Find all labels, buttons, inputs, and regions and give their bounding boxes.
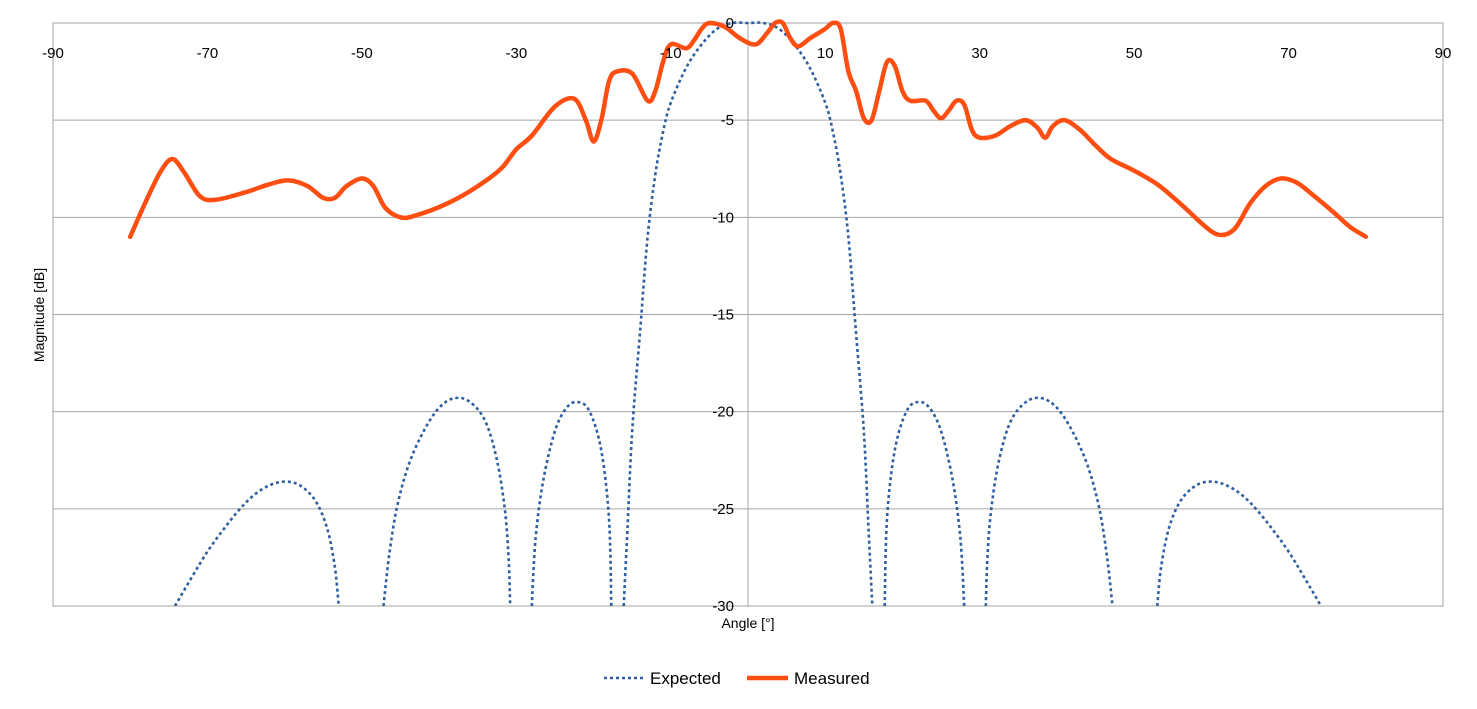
legend: Expected Measured: [604, 669, 870, 688]
x-tick-label: 70: [1280, 45, 1297, 62]
x-tick-label: -90: [42, 45, 64, 62]
y-tick-label: -30: [712, 598, 734, 615]
series-expected-line: [530, 400, 613, 606]
x-tick-label: 10: [817, 45, 834, 62]
y-tick-label: -5: [721, 112, 734, 129]
y-axis-title: Magnitude [dB]: [31, 268, 47, 362]
y-tick-label: 0: [726, 15, 734, 32]
x-tick-label: 50: [1126, 45, 1143, 62]
y-tick-label: -10: [712, 209, 734, 226]
legend-expected-label: Expected: [650, 669, 721, 688]
x-tick-label: 90: [1435, 45, 1452, 62]
legend-measured-label: Measured: [794, 669, 870, 688]
series-expected: [173, 21, 1323, 606]
x-axis-title: Angle [°]: [721, 615, 774, 631]
gridlines: [53, 23, 1443, 606]
y-tick-label: -25: [712, 501, 734, 518]
x-tick-label: 30: [971, 45, 988, 62]
x-tick-label: -70: [197, 45, 219, 62]
y-tick-labels: 0 -5 -10 -15 -20 -25 -30: [712, 15, 734, 615]
series-expected-line: [622, 21, 874, 606]
x-tick-label: -50: [351, 45, 373, 62]
x-tick-labels: -90 -70 -50 -30 -10 10 30 50 70 90: [42, 45, 1451, 62]
y-tick-label: -20: [712, 404, 734, 421]
series-expected-line: [984, 396, 1114, 606]
series-expected-line: [382, 396, 512, 606]
series-measured-line: [127, 19, 1369, 240]
series-expected-line: [883, 400, 966, 606]
series-layer: [127, 19, 1369, 606]
y-tick-label: -15: [712, 307, 734, 324]
series-expected-line: [1156, 480, 1323, 606]
x-tick-label: -10: [660, 45, 682, 62]
x-tick-label: -30: [505, 45, 527, 62]
